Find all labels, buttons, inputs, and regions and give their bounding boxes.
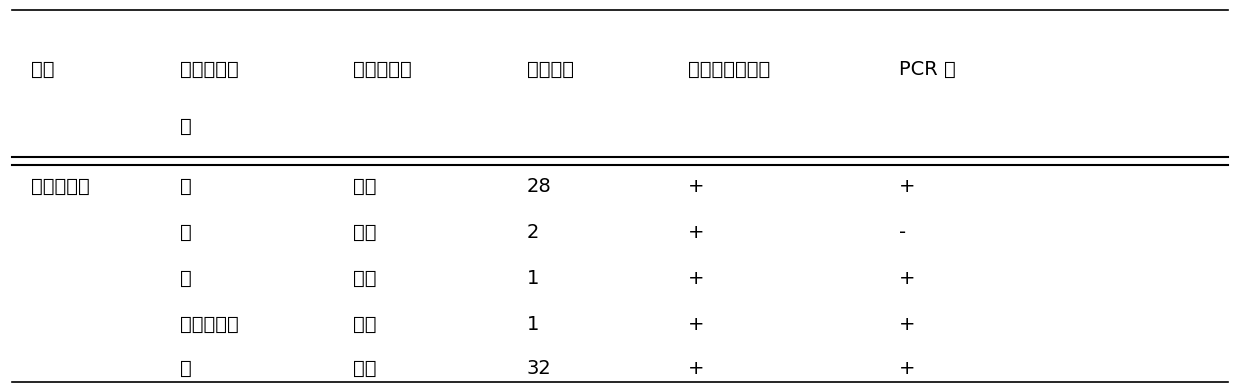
- Text: 28: 28: [527, 177, 552, 196]
- Text: +: +: [688, 223, 704, 242]
- Text: +: +: [688, 177, 704, 196]
- Text: +: +: [899, 177, 915, 196]
- Text: 食物种类来: 食物种类来: [180, 60, 238, 79]
- Text: 副溶血弧菌: 副溶血弧菌: [31, 177, 89, 196]
- Text: 泰国: 泰国: [353, 359, 377, 378]
- Text: 中国: 中国: [353, 269, 377, 288]
- Text: 虾: 虾: [180, 359, 191, 378]
- Text: +: +: [899, 315, 915, 334]
- Text: 中国: 中国: [353, 177, 377, 196]
- Text: 菌株数量: 菌株数量: [527, 60, 574, 79]
- Text: -: -: [899, 223, 906, 242]
- Text: +: +: [899, 359, 915, 378]
- Text: 源: 源: [180, 117, 191, 136]
- Text: 1: 1: [527, 269, 539, 288]
- Text: 菌株: 菌株: [31, 60, 55, 79]
- Text: +: +: [899, 269, 915, 288]
- Text: +: +: [688, 359, 704, 378]
- Text: 食物来源国: 食物来源国: [353, 60, 412, 79]
- Text: 中国: 中国: [353, 315, 377, 334]
- Text: 中国: 中国: [353, 223, 377, 242]
- Text: 1: 1: [527, 315, 539, 334]
- Text: PCR 法: PCR 法: [899, 60, 956, 79]
- Text: 恒温智能扩增法: 恒温智能扩增法: [688, 60, 770, 79]
- Text: 2: 2: [527, 223, 539, 242]
- Text: +: +: [688, 269, 704, 288]
- Text: 鱼: 鱼: [180, 269, 191, 288]
- Text: 32: 32: [527, 359, 552, 378]
- Text: 鱼类养殖水: 鱼类养殖水: [180, 315, 238, 334]
- Text: 虾: 虾: [180, 223, 191, 242]
- Text: +: +: [688, 315, 704, 334]
- Text: 虾: 虾: [180, 177, 191, 196]
